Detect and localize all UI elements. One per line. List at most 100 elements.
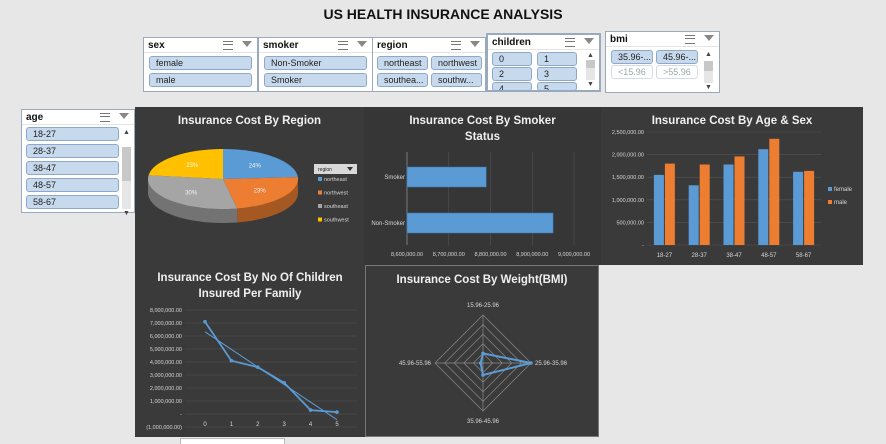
legend-swatch [828,187,832,191]
region-slicer[interactable]: region northeast northwest southea... so… [372,37,486,92]
legend-swatch [318,190,322,195]
smoker-slicer[interactable]: smoker Non-Smoker Smoker [258,37,373,92]
scroll-up-icon[interactable]: ▲ [705,51,712,58]
multi-select-icon[interactable] [100,112,112,122]
bar-male-38-47 [734,156,745,245]
y-tick-label: 1,000,000.00 [612,198,644,204]
chart-title: Insurance Cost By No Of Children Insured… [157,272,343,300]
multi-select-icon[interactable] [565,37,577,47]
radar-axis-label: 45.96-55.96 [399,361,432,367]
bar-female-38-47 [723,164,734,245]
age-sex-bar-chart-panel[interactable]: Insurance Cost By Age & Sex - 500,000.00 1… [601,107,863,265]
slicer-item-age-58-67[interactable]: 58-67 [26,195,119,209]
chart-title: Insurance Cost By Age & Sex [651,115,813,127]
data-point [308,408,313,412]
slicer-title: age [26,111,44,123]
pie-slice-southwest [148,149,223,179]
scroll-down-icon[interactable]: ▼ [123,210,130,217]
dropdown-arrow-icon [347,167,353,171]
y-tick-label: 2,500,000.00 [612,130,644,136]
region-pie-chart-panel[interactable]: Insurance Cost By Region 24% 23% 30% 23% reg… [135,107,364,265]
slicer-item-southwest[interactable]: southw... [431,73,482,87]
scroll-down-icon[interactable]: ▼ [587,81,594,88]
y-tick-label: 3,000,000.00 [150,373,182,379]
x-tick-label: 8,800,000.00 [474,252,506,258]
smoker-bar-chart-panel[interactable]: Insurance Cost By Smoker Status 8,600,00… [364,107,601,265]
slicer-scrollbar[interactable]: ▲ ▼ [122,128,131,218]
x-tick-label: 4 [309,422,313,428]
legend-label: southwest [324,218,349,224]
slicer-scrollbar[interactable]: ▲ ▼ [586,51,595,89]
sheet-tab[interactable] [180,438,285,444]
slicer-item-southeast[interactable]: southea... [377,73,428,87]
pie-data-label: 24% [249,163,262,169]
bar-non-smoker [406,212,554,234]
slicer-item-smoker[interactable]: Smoker [264,73,367,87]
slicer-item-age-48-57[interactable]: 48-57 [26,178,119,192]
clear-filter-icon[interactable] [241,40,253,50]
multi-select-icon[interactable] [223,40,235,50]
slicer-item-bmi-45-96[interactable]: 45.96-... [656,50,698,64]
slicer-item-bmi-over-55-96[interactable]: >55.96 [656,65,698,79]
slicer-item-female[interactable]: female [149,56,252,70]
radar-axis-label: 35.96-45.96 [467,419,500,425]
scroll-up-icon[interactable]: ▲ [587,52,594,59]
x-tick-label: 18-27 [657,253,673,259]
legend-filter-box [314,164,357,174]
legend-label: female [834,187,853,193]
y-tick-label: 7,000,000.00 [150,321,182,327]
children-line-chart-panel[interactable]: Insurance Cost By No Of Children Insured… [135,265,365,437]
slicer-item-age-28-37[interactable]: 28-37 [26,144,119,158]
series-line [204,321,338,413]
slicer-item-children-5[interactable]: 5 [537,82,577,91]
slicer-item-non-smoker[interactable]: Non-Smoker [264,56,367,70]
slicer-item-bmi-35-96[interactable]: 35.96-... [611,50,653,64]
bmi-radar-chart-panel[interactable]: Insurance Cost By Weight(BMI) 15.96-25.9… [365,265,599,437]
scroll-up-icon[interactable]: ▲ [123,129,130,136]
clear-filter-icon[interactable] [118,112,130,122]
bar-female-58-67 [793,171,804,245]
x-tick-label: 0 [203,422,207,428]
bar-female-18-27 [653,174,664,245]
slicer-item-children-4[interactable]: 4 [492,82,532,91]
x-tick-label: 9,000,000.00 [558,252,590,258]
y-tick-label: - [180,412,182,418]
slicer-item-children-1[interactable]: 1 [537,52,577,66]
legend-swatch [318,177,322,181]
x-tick-label: 48-57 [761,253,777,259]
clear-filter-icon[interactable] [469,40,481,50]
slicer-item-children-0[interactable]: 0 [492,52,532,66]
legend-label: northwest [324,191,348,197]
slicer-scrollbar[interactable]: ▲ ▼ [704,50,713,92]
y-tick-label: 1,000,000.00 [150,399,182,405]
clear-filter-icon[interactable] [583,37,595,47]
legend-swatch [318,204,322,208]
y-tick-label: Smoker [384,175,405,181]
slicer-item-northwest[interactable]: northwest [431,56,482,70]
multi-select-icon[interactable] [338,40,350,50]
slicer-item-male[interactable]: male [149,73,252,87]
bar-male-58-67 [804,170,815,245]
bmi-slicer[interactable]: bmi 35.96-... 45.96-... <15.96 >55.96 ▲ … [605,31,720,93]
slicer-item-children-2[interactable]: 2 [492,67,532,81]
clear-filter-icon[interactable] [356,40,368,50]
clear-filter-icon[interactable] [703,34,715,44]
slicer-item-northeast[interactable]: northeast [377,56,428,70]
scroll-down-icon[interactable]: ▼ [705,84,712,91]
x-tick-label: 38-47 [726,253,742,259]
slicer-item-children-3[interactable]: 3 [537,67,577,81]
chart-title: Insurance Cost By Weight(BMI) [396,274,568,286]
y-tick-label: 8,000,000.00 [150,308,182,314]
slicer-item-age-38-47[interactable]: 38-47 [26,161,119,175]
y-tick-label: 6,000,000.00 [150,334,182,340]
multi-select-icon[interactable] [451,40,463,50]
y-tick-label: 1,500,000.00 [612,175,644,181]
sex-slicer[interactable]: sex female male [143,37,258,92]
children-slicer[interactable]: children 0 1 2 3 4 5 ▲ ▼ [486,33,601,92]
legend-swatch [318,217,322,222]
multi-select-icon[interactable] [685,34,697,44]
slicer-item-bmi-under-15-96[interactable]: <15.96 [611,65,653,79]
age-slicer[interactable]: age 18-27 28-37 38-47 48-57 58-67 ▲ ▼ [21,109,135,217]
radar-point [481,373,485,377]
slicer-item-age-18-27[interactable]: 18-27 [26,127,119,141]
